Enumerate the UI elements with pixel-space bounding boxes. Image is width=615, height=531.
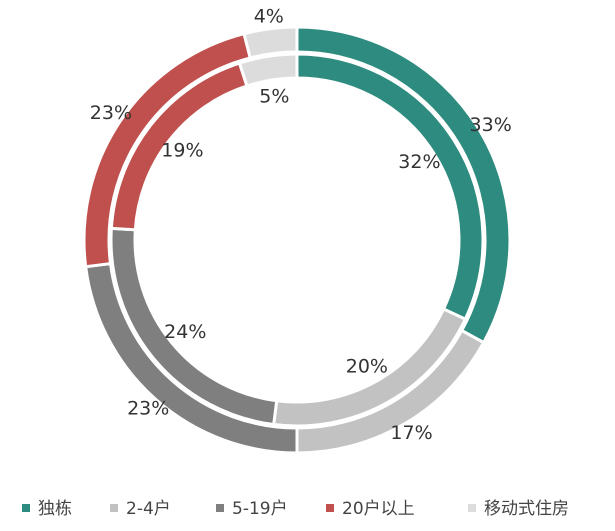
legend-swatch [110,504,118,512]
data-label: 33% [470,114,512,136]
donut-segment [242,25,299,60]
legend-label: 5-19户 [232,499,288,519]
legend-label: 20户以上 [342,499,415,519]
data-label: 5% [259,85,289,107]
legend-label: 2-4户 [126,499,171,519]
legend-label: 独栋 [38,499,72,519]
legend-label: 移动式住房 [484,499,569,519]
data-label: 23% [127,397,169,419]
donut-segment [295,52,485,322]
data-label: 4% [254,5,284,27]
legend-swatch [468,504,476,512]
data-label: 19% [161,140,203,162]
legend-swatch [22,504,30,512]
data-label: 32% [398,151,440,173]
data-label: 17% [390,422,432,444]
data-label: 20% [346,356,388,378]
donut-segment [237,52,299,88]
legend-swatch [216,504,224,512]
legend-swatch [326,504,334,512]
data-label: 24% [164,321,206,343]
data-label: 23% [90,102,132,124]
